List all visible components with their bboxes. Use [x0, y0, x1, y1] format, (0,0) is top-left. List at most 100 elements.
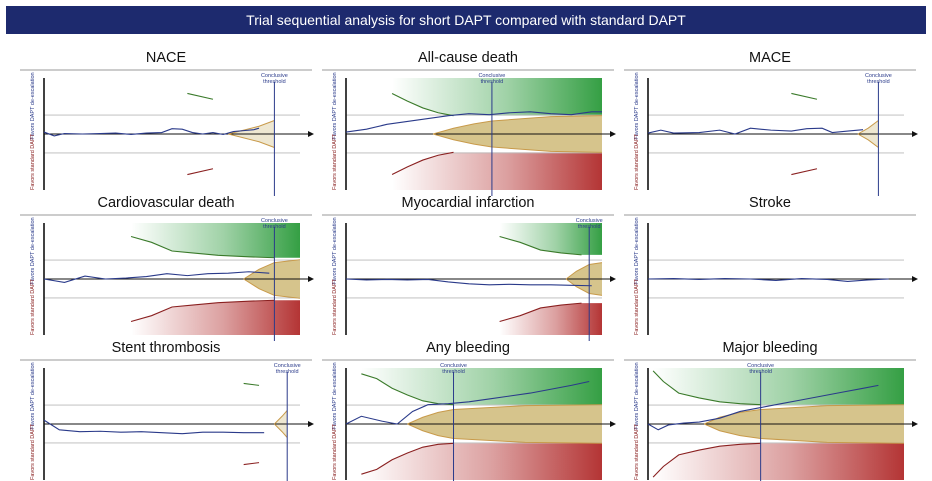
x-axis-arrow — [912, 131, 918, 137]
figure-title: Trial sequential analysis for short DAPT… — [6, 6, 926, 34]
chart-panel: Stent thrombosis Favors DAPT de-escalatio… — [20, 340, 314, 481]
cumulative-z-curve — [647, 277, 889, 282]
favors-standard-dapt-label: Favors standard DAPT — [634, 133, 640, 190]
cumulative-z-curve — [345, 278, 592, 287]
x-axis-arrow — [308, 421, 314, 427]
benefit-region — [392, 78, 602, 116]
cumulative-z-curve — [647, 127, 864, 135]
cumulative-z-curve — [345, 380, 590, 425]
conclusive-threshold-label: Conclusive threshold — [576, 218, 603, 230]
conclusive-threshold-label: Conclusive threshold — [274, 363, 301, 375]
cumulative-z-curve — [345, 111, 602, 133]
benefit-boundary — [499, 235, 582, 256]
favors-short-dapt-label: Favors DAPT de-escalation — [634, 72, 640, 139]
harm-boundary — [499, 302, 582, 323]
panel-title: Any bleeding — [426, 340, 510, 356]
favors-standard-dapt-label: Favors standard DAPT — [30, 133, 36, 190]
favors-short-dapt-label: Favors DAPT de-escalation — [332, 217, 338, 284]
conclusive-threshold-label: Conclusive threshold — [747, 363, 774, 375]
chart-panel: Major bleeding Favors DAPT de-escalationF… — [624, 340, 918, 481]
favors-short-dapt-label: Favors DAPT de-escalation — [332, 72, 338, 139]
favors-short-dapt-label: Favors DAPT de-escalation — [30, 217, 36, 284]
favors-short-dapt-label: Favors DAPT de-escalation — [634, 217, 640, 284]
panel-title: Stroke — [749, 195, 791, 211]
panel-title: Major bleeding — [722, 340, 817, 356]
harm-boundary — [187, 168, 214, 176]
harm-region — [131, 300, 300, 335]
harm-region — [653, 443, 904, 480]
conclusive-threshold-label: Conclusive threshold — [865, 73, 892, 85]
favors-standard-dapt-label: Favors standard DAPT — [30, 278, 36, 335]
chart-panel: Any bleeding Favors DAPT de-escalationFav… — [322, 340, 616, 481]
favors-short-dapt-label: Favors DAPT de-escalation — [634, 362, 640, 429]
favors-short-dapt-label: Favors DAPT de-escalation — [30, 72, 36, 139]
benefit-region — [131, 223, 300, 258]
x-axis-arrow — [610, 421, 616, 427]
panel-title: All-cause death — [418, 50, 518, 66]
harm-boundary — [652, 442, 761, 478]
chart-panel: Myocardial infarction Favors DAPT de-esca… — [322, 195, 616, 341]
cumulative-z-curve — [43, 271, 270, 283]
benefit-region — [499, 223, 602, 255]
favors-standard-dapt-label: Favors standard DAPT — [332, 133, 338, 190]
panel-title: Stent thrombosis — [112, 340, 221, 356]
conclusive-threshold-label: Conclusive threshold — [261, 73, 288, 85]
futility-boundary-lower — [857, 133, 879, 148]
benefit-boundary — [791, 92, 818, 100]
benefit-region — [361, 368, 602, 405]
futility-boundary-lower — [243, 278, 301, 299]
harm-boundary — [791, 168, 818, 176]
favors-standard-dapt-label: Favors standard DAPT — [332, 278, 338, 335]
conclusive-threshold-label: Conclusive threshold — [478, 73, 505, 85]
cumulative-z-curve — [43, 127, 260, 137]
conclusive-threshold-label: Conclusive threshold — [261, 218, 288, 230]
benefit-boundary — [130, 235, 275, 259]
harm-boundary — [130, 299, 275, 323]
benefit-region — [653, 368, 904, 405]
futility-boundary-lower — [228, 133, 275, 148]
futility-boundary-upper — [407, 404, 603, 425]
x-axis-arrow — [912, 276, 918, 282]
harm-boundary — [391, 151, 454, 176]
x-axis-arrow — [912, 421, 918, 427]
favors-standard-dapt-label: Favors standard DAPT — [634, 423, 640, 480]
cumulative-z-curve — [43, 419, 265, 435]
panel-title: MACE — [749, 50, 791, 66]
harm-region — [499, 303, 602, 335]
futility-boundary-upper — [857, 120, 879, 135]
harm-region — [392, 152, 602, 190]
futility-boundary-upper — [565, 262, 603, 280]
futility-boundary-lower — [432, 133, 603, 153]
x-axis-arrow — [308, 276, 314, 282]
favors-standard-dapt-label: Favors standard DAPT — [30, 423, 36, 480]
x-axis-arrow — [610, 276, 616, 282]
benefit-boundary — [652, 370, 761, 406]
benefit-boundary — [391, 92, 454, 117]
conclusive-threshold-label: Conclusive threshold — [440, 363, 467, 375]
x-axis-arrow — [610, 131, 616, 137]
futility-boundary-lower — [274, 423, 288, 438]
favors-standard-dapt-label: Favors standard DAPT — [634, 278, 640, 335]
futility-boundary-lower — [407, 423, 603, 444]
futility-boundary-upper — [243, 259, 301, 280]
chart-panel: Cardiovascular death Favors DAPT de-escal… — [20, 195, 314, 341]
panel-title: NACE — [146, 50, 187, 66]
futility-boundary-upper — [432, 115, 603, 135]
benefit-boundary — [187, 92, 214, 100]
futility-boundary-lower — [565, 278, 603, 296]
benefit-boundary — [243, 382, 260, 386]
panel-title: Cardiovascular death — [97, 195, 234, 211]
favors-standard-dapt-label: Favors standard DAPT — [332, 423, 338, 480]
harm-boundary — [243, 462, 260, 466]
harm-region — [361, 443, 602, 480]
cumulative-z-curve — [647, 384, 879, 431]
x-axis-arrow — [308, 131, 314, 137]
harm-boundary — [361, 442, 454, 475]
favors-short-dapt-label: Favors DAPT de-escalation — [30, 362, 36, 429]
chart-panel: All-cause death Favors DAPT de-escalation… — [322, 50, 616, 196]
favors-short-dapt-label: Favors DAPT de-escalation — [332, 362, 338, 429]
